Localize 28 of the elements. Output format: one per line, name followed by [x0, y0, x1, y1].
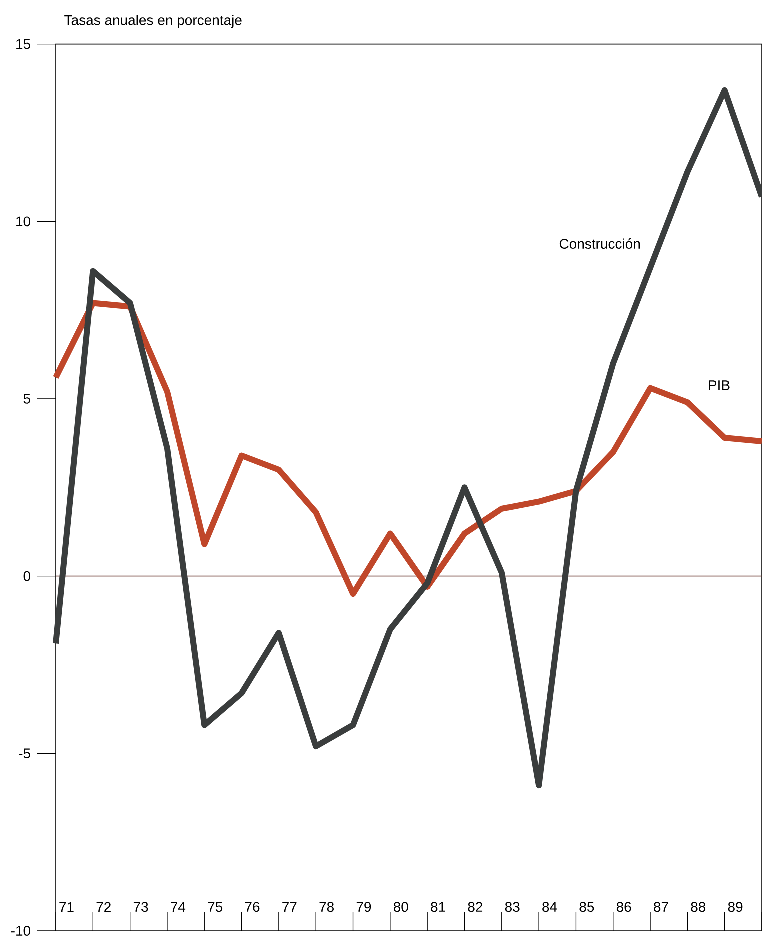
- y-tick-label: -5: [19, 748, 30, 759]
- x-tick-label: 81: [431, 902, 446, 912]
- x-tick-label: 78: [320, 902, 334, 912]
- x-tick-label: 80: [394, 902, 408, 912]
- x-tick-label: 84: [542, 902, 558, 912]
- x-tick-label: 77: [282, 902, 297, 912]
- y-tick-label: 5: [24, 394, 30, 404]
- y-tick-label: 0: [24, 571, 31, 582]
- x-tick-label: 79: [356, 902, 372, 912]
- series-label: PIB: [709, 380, 730, 390]
- x-tick-label: 86: [616, 902, 632, 912]
- x-tick-label: 71: [60, 902, 74, 912]
- y-tick-label: 10: [16, 216, 31, 227]
- x-tick-label: 76: [245, 902, 260, 912]
- x-tick-label: 83: [505, 902, 520, 912]
- x-tick-label: 89: [728, 902, 743, 912]
- y-axis-title: Tasas anuales en porcentaje: [64, 15, 242, 28]
- x-tick-label: 73: [134, 902, 148, 912]
- series-label: Construcción: [560, 238, 640, 250]
- x-tick-label: 82: [468, 902, 483, 912]
- x-tick-label: 87: [654, 902, 668, 912]
- x-tick-label: 85: [580, 902, 594, 912]
- x-tick-label: 74: [171, 902, 186, 912]
- x-tick-label: 72: [96, 902, 111, 912]
- y-tick-label: -10: [11, 926, 31, 936]
- x-tick-label: 75: [208, 902, 223, 912]
- y-tick-label: 15: [16, 39, 30, 50]
- x-tick-label: 88: [691, 902, 706, 912]
